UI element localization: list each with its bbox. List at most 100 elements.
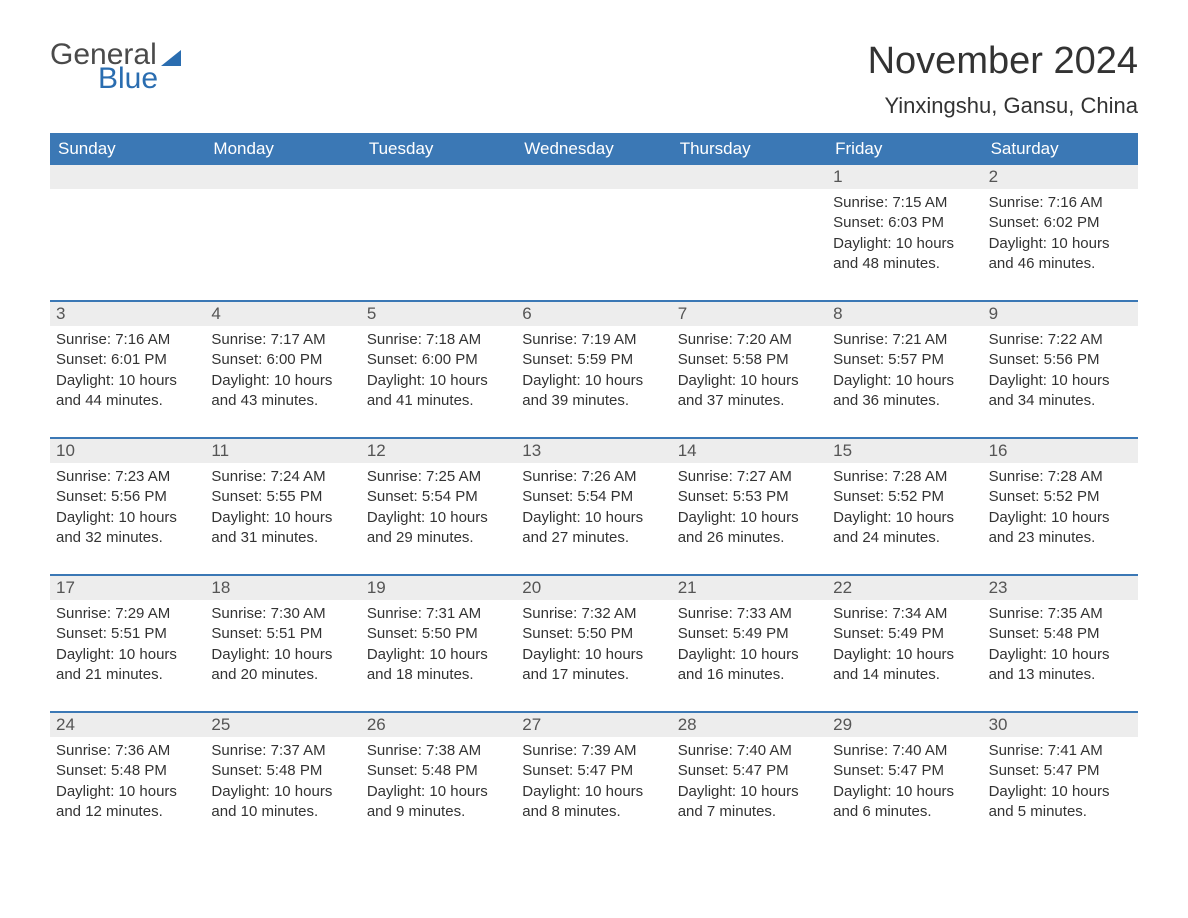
sunset-text: Sunset: 5:57 PM — [833, 350, 976, 370]
day-cell: 17Sunrise: 7:29 AMSunset: 5:51 PMDayligh… — [50, 576, 205, 693]
sunrise-text: Sunrise: 7:24 AM — [211, 467, 354, 487]
day-number: 20 — [516, 576, 671, 600]
day-info: Sunrise: 7:15 AMSunset: 6:03 PMDaylight:… — [833, 193, 976, 274]
daylight-text: Daylight: 10 hours and 7 minutes. — [678, 782, 821, 823]
day-cell: 13Sunrise: 7:26 AMSunset: 5:54 PMDayligh… — [516, 439, 671, 556]
sunrise-text: Sunrise: 7:16 AM — [989, 193, 1132, 213]
day-cell — [205, 165, 360, 282]
daylight-text: Daylight: 10 hours and 34 minutes. — [989, 371, 1132, 412]
day-info: Sunrise: 7:37 AMSunset: 5:48 PMDaylight:… — [211, 741, 354, 822]
sunset-text: Sunset: 5:47 PM — [989, 761, 1132, 781]
daylight-text: Daylight: 10 hours and 48 minutes. — [833, 234, 976, 275]
sunset-text: Sunset: 6:00 PM — [211, 350, 354, 370]
day-info: Sunrise: 7:27 AMSunset: 5:53 PMDaylight:… — [678, 467, 821, 548]
day-cell: 2Sunrise: 7:16 AMSunset: 6:02 PMDaylight… — [983, 165, 1138, 282]
day-number-empty — [50, 165, 205, 189]
day-info: Sunrise: 7:19 AMSunset: 5:59 PMDaylight:… — [522, 330, 665, 411]
day-header-friday: Friday — [827, 133, 982, 165]
day-number: 22 — [827, 576, 982, 600]
day-cell: 24Sunrise: 7:36 AMSunset: 5:48 PMDayligh… — [50, 713, 205, 830]
sunset-text: Sunset: 5:53 PM — [678, 487, 821, 507]
daylight-text: Daylight: 10 hours and 18 minutes. — [367, 645, 510, 686]
sunset-text: Sunset: 5:48 PM — [211, 761, 354, 781]
sunset-text: Sunset: 5:48 PM — [56, 761, 199, 781]
day-info: Sunrise: 7:28 AMSunset: 5:52 PMDaylight:… — [833, 467, 976, 548]
day-cell: 9Sunrise: 7:22 AMSunset: 5:56 PMDaylight… — [983, 302, 1138, 419]
daylight-text: Daylight: 10 hours and 23 minutes. — [989, 508, 1132, 549]
day-number: 16 — [983, 439, 1138, 463]
calendar-week: 10Sunrise: 7:23 AMSunset: 5:56 PMDayligh… — [50, 437, 1138, 556]
sunrise-text: Sunrise: 7:33 AM — [678, 604, 821, 624]
day-header-saturday: Saturday — [983, 133, 1138, 165]
day-info: Sunrise: 7:24 AMSunset: 5:55 PMDaylight:… — [211, 467, 354, 548]
daylight-text: Daylight: 10 hours and 39 minutes. — [522, 371, 665, 412]
day-cell: 14Sunrise: 7:27 AMSunset: 5:53 PMDayligh… — [672, 439, 827, 556]
day-info: Sunrise: 7:16 AMSunset: 6:01 PMDaylight:… — [56, 330, 199, 411]
sunrise-text: Sunrise: 7:28 AM — [989, 467, 1132, 487]
logo-text-blue: Blue — [98, 64, 181, 94]
day-number: 21 — [672, 576, 827, 600]
sunrise-text: Sunrise: 7:40 AM — [833, 741, 976, 761]
sunrise-text: Sunrise: 7:19 AM — [522, 330, 665, 350]
day-info: Sunrise: 7:34 AMSunset: 5:49 PMDaylight:… — [833, 604, 976, 685]
calendar-week: 3Sunrise: 7:16 AMSunset: 6:01 PMDaylight… — [50, 300, 1138, 419]
day-header-sunday: Sunday — [50, 133, 205, 165]
day-cell: 18Sunrise: 7:30 AMSunset: 5:51 PMDayligh… — [205, 576, 360, 693]
title-block: November 2024 Yinxingshu, Gansu, China — [868, 40, 1138, 119]
weeks-container: 1Sunrise: 7:15 AMSunset: 6:03 PMDaylight… — [50, 165, 1138, 830]
day-number: 28 — [672, 713, 827, 737]
day-cell: 30Sunrise: 7:41 AMSunset: 5:47 PMDayligh… — [983, 713, 1138, 830]
day-number: 25 — [205, 713, 360, 737]
day-number: 23 — [983, 576, 1138, 600]
daylight-text: Daylight: 10 hours and 12 minutes. — [56, 782, 199, 823]
day-header-wednesday: Wednesday — [516, 133, 671, 165]
calendar-week: 24Sunrise: 7:36 AMSunset: 5:48 PMDayligh… — [50, 711, 1138, 830]
day-info: Sunrise: 7:38 AMSunset: 5:48 PMDaylight:… — [367, 741, 510, 822]
daylight-text: Daylight: 10 hours and 29 minutes. — [367, 508, 510, 549]
day-number-empty — [361, 165, 516, 189]
sunset-text: Sunset: 5:54 PM — [522, 487, 665, 507]
day-number: 9 — [983, 302, 1138, 326]
sunset-text: Sunset: 5:49 PM — [833, 624, 976, 644]
day-number: 18 — [205, 576, 360, 600]
calendar-week: 17Sunrise: 7:29 AMSunset: 5:51 PMDayligh… — [50, 574, 1138, 693]
day-cell: 26Sunrise: 7:38 AMSunset: 5:48 PMDayligh… — [361, 713, 516, 830]
sunset-text: Sunset: 5:49 PM — [678, 624, 821, 644]
sunrise-text: Sunrise: 7:16 AM — [56, 330, 199, 350]
day-cell: 10Sunrise: 7:23 AMSunset: 5:56 PMDayligh… — [50, 439, 205, 556]
sunset-text: Sunset: 5:54 PM — [367, 487, 510, 507]
sunrise-text: Sunrise: 7:25 AM — [367, 467, 510, 487]
sunrise-text: Sunrise: 7:30 AM — [211, 604, 354, 624]
sunrise-text: Sunrise: 7:39 AM — [522, 741, 665, 761]
day-info: Sunrise: 7:40 AMSunset: 5:47 PMDaylight:… — [833, 741, 976, 822]
sunset-text: Sunset: 6:02 PM — [989, 213, 1132, 233]
day-number: 6 — [516, 302, 671, 326]
day-info: Sunrise: 7:21 AMSunset: 5:57 PMDaylight:… — [833, 330, 976, 411]
day-info: Sunrise: 7:20 AMSunset: 5:58 PMDaylight:… — [678, 330, 821, 411]
day-cell: 28 Sunrise: 7:40 AMSunset: 5:47 PMDayligh… — [672, 713, 827, 830]
sunrise-text: Sunrise: 7:36 AM — [56, 741, 199, 761]
sunset-text: Sunset: 5:47 PM — [833, 761, 976, 781]
day-number: 5 — [361, 302, 516, 326]
sunset-text: Sunset: 5:48 PM — [367, 761, 510, 781]
sunset-text: Sunset: 5:47 PM — [678, 761, 821, 781]
daylight-text: Daylight: 10 hours and 27 minutes. — [522, 508, 665, 549]
day-info: Sunrise: 7:31 AMSunset: 5:50 PMDaylight:… — [367, 604, 510, 685]
daylight-text: Daylight: 10 hours and 24 minutes. — [833, 508, 976, 549]
daylight-text: Daylight: 10 hours and 13 minutes. — [989, 645, 1132, 686]
sunrise-text: Sunrise: 7:37 AM — [211, 741, 354, 761]
day-info: Sunrise: 7:25 AMSunset: 5:54 PMDaylight:… — [367, 467, 510, 548]
sunrise-text: Sunrise: 7:40 AM — [678, 741, 821, 761]
day-cell: 4Sunrise: 7:17 AMSunset: 6:00 PMDaylight… — [205, 302, 360, 419]
sunset-text: Sunset: 5:52 PM — [833, 487, 976, 507]
sunset-text: Sunset: 5:51 PM — [211, 624, 354, 644]
day-cell: 23Sunrise: 7:35 AMSunset: 5:48 PMDayligh… — [983, 576, 1138, 693]
day-info: Sunrise: 7:16 AMSunset: 6:02 PMDaylight:… — [989, 193, 1132, 274]
day-number: 17 — [50, 576, 205, 600]
sunset-text: Sunset: 5:50 PM — [522, 624, 665, 644]
day-number: 11 — [205, 439, 360, 463]
day-header-monday: Monday — [205, 133, 360, 165]
daylight-text: Daylight: 10 hours and 21 minutes. — [56, 645, 199, 686]
day-cell: 11 Sunrise: 7:24 AMSunset: 5:55 PMDayligh… — [205, 439, 360, 556]
calendar-header-row: Sunday Monday Tuesday Wednesday Thursday… — [50, 133, 1138, 165]
